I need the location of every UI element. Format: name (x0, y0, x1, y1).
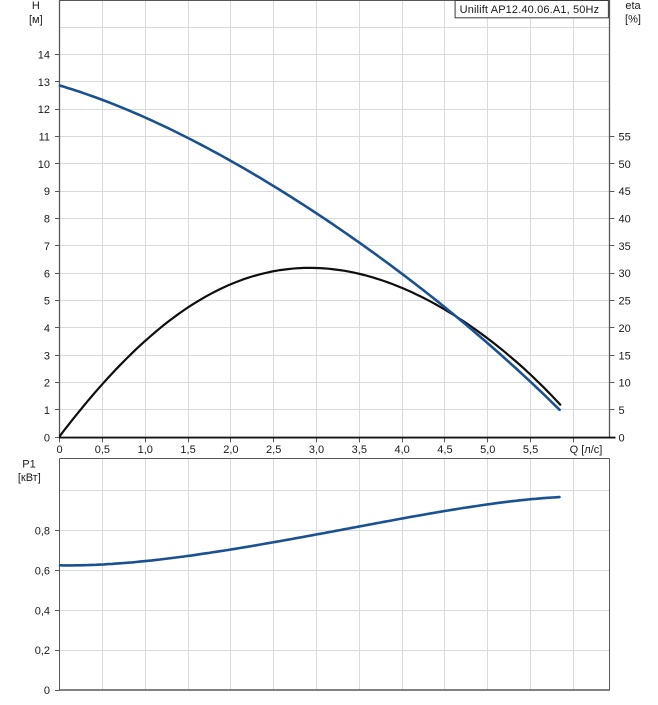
svg-text:8: 8 (44, 214, 50, 226)
svg-text:5: 5 (619, 405, 625, 417)
svg-text:10: 10 (619, 378, 631, 390)
svg-text:0,8: 0,8 (35, 525, 50, 537)
svg-text:0,2: 0,2 (35, 645, 50, 657)
svg-text:1,0: 1,0 (138, 444, 153, 456)
svg-text:5: 5 (44, 296, 50, 308)
svg-text:0,5: 0,5 (95, 444, 110, 456)
svg-text:Unilift AP12.40.06.A1, 50Hz: Unilift AP12.40.06.A1, 50Hz (460, 4, 599, 16)
svg-text:[кВт]: [кВт] (18, 472, 41, 484)
svg-text:10: 10 (38, 159, 50, 171)
svg-text:0: 0 (57, 444, 63, 456)
svg-text:13: 13 (38, 77, 50, 89)
svg-text:[м]: [м] (29, 14, 43, 26)
svg-text:Q [л/с]: Q [л/с] (570, 444, 603, 456)
svg-text:50: 50 (619, 159, 631, 171)
svg-text:3: 3 (44, 350, 50, 362)
svg-text:eta: eta (625, 0, 641, 12)
svg-text:0: 0 (619, 432, 625, 444)
svg-text:1: 1 (44, 405, 50, 417)
svg-text:6: 6 (44, 268, 50, 280)
svg-text:14: 14 (38, 50, 50, 62)
svg-text:P1: P1 (22, 458, 35, 470)
svg-text:12: 12 (38, 104, 50, 116)
svg-text:7: 7 (44, 241, 50, 253)
svg-text:9: 9 (44, 186, 50, 198)
svg-text:2,0: 2,0 (223, 444, 238, 456)
svg-text:5,0: 5,0 (480, 444, 495, 456)
svg-text:25: 25 (619, 296, 631, 308)
svg-text:35: 35 (619, 241, 631, 253)
svg-text:5,5: 5,5 (523, 444, 538, 456)
svg-text:[%]: [%] (625, 14, 641, 26)
svg-text:2: 2 (44, 378, 50, 390)
svg-text:55: 55 (619, 132, 631, 144)
svg-text:20: 20 (619, 323, 631, 335)
svg-text:4: 4 (44, 323, 50, 335)
svg-text:2,5: 2,5 (266, 444, 281, 456)
svg-text:0,4: 0,4 (35, 605, 50, 617)
svg-text:45: 45 (619, 186, 631, 198)
svg-text:0,6: 0,6 (35, 565, 50, 577)
svg-text:11: 11 (39, 132, 50, 144)
svg-text:0: 0 (44, 432, 50, 444)
svg-text:3,0: 3,0 (309, 444, 324, 456)
svg-text:1,5: 1,5 (180, 444, 195, 456)
svg-text:3,5: 3,5 (352, 444, 367, 456)
svg-text:4,5: 4,5 (437, 444, 452, 456)
svg-text:30: 30 (619, 268, 631, 280)
svg-text:0: 0 (44, 685, 50, 697)
svg-text:4,0: 4,0 (394, 444, 409, 456)
svg-text:15: 15 (619, 350, 631, 362)
svg-text:H: H (32, 0, 40, 12)
svg-text:40: 40 (619, 214, 631, 226)
